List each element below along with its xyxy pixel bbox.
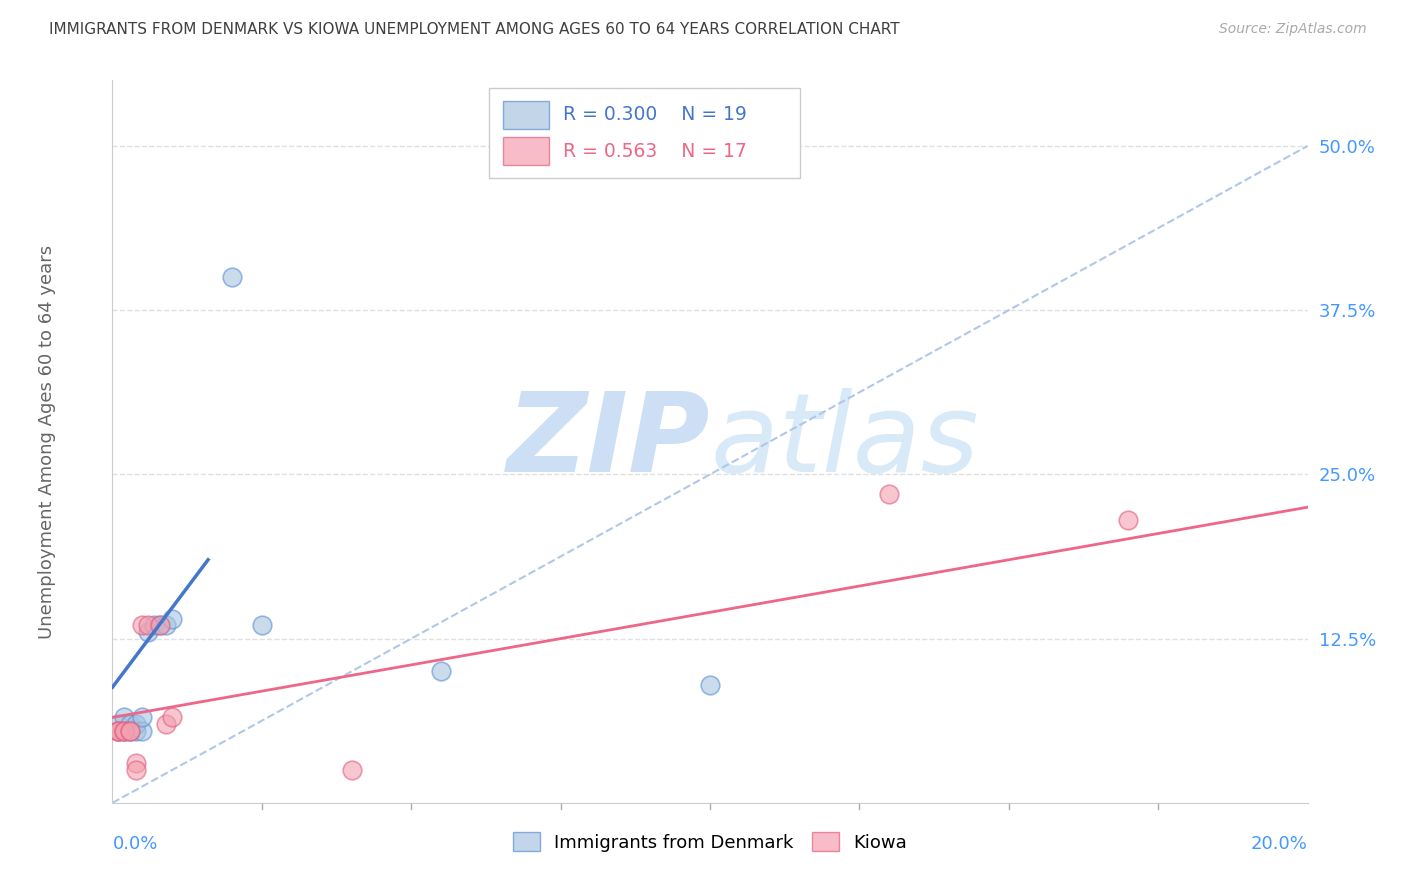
Point xyxy=(149,618,172,632)
Point xyxy=(131,723,153,738)
Text: R = 0.563    N = 17: R = 0.563 N = 17 xyxy=(562,142,747,161)
FancyBboxPatch shape xyxy=(489,87,800,178)
Point xyxy=(155,717,177,731)
Point xyxy=(107,717,129,731)
Text: R = 0.300    N = 19: R = 0.300 N = 19 xyxy=(562,105,747,125)
Point xyxy=(340,763,363,777)
Point xyxy=(1118,513,1140,527)
Bar xyxy=(503,101,548,128)
Point xyxy=(131,710,153,724)
Point xyxy=(250,618,273,632)
Point xyxy=(138,625,160,640)
Point xyxy=(162,710,183,724)
Legend: Immigrants from Denmark, Kiowa: Immigrants from Denmark, Kiowa xyxy=(506,825,914,859)
Point xyxy=(125,723,148,738)
Point xyxy=(120,717,142,731)
Text: Unemployment Among Ages 60 to 64 years: Unemployment Among Ages 60 to 64 years xyxy=(38,244,56,639)
Text: IMMIGRANTS FROM DENMARK VS KIOWA UNEMPLOYMENT AMONG AGES 60 TO 64 YEARS CORRELAT: IMMIGRANTS FROM DENMARK VS KIOWA UNEMPLO… xyxy=(49,22,900,37)
Point xyxy=(149,618,172,632)
Bar xyxy=(503,137,548,165)
Text: Source: ZipAtlas.com: Source: ZipAtlas.com xyxy=(1219,22,1367,37)
Text: 20.0%: 20.0% xyxy=(1251,835,1308,854)
Point xyxy=(120,723,142,738)
Point xyxy=(125,756,148,771)
Point xyxy=(114,723,135,738)
Point xyxy=(120,723,142,738)
Point xyxy=(114,710,135,724)
Text: atlas: atlas xyxy=(710,388,979,495)
Point xyxy=(131,618,153,632)
Point xyxy=(879,487,901,501)
Point xyxy=(155,618,177,632)
Point xyxy=(221,270,243,285)
Point xyxy=(125,763,148,777)
Point xyxy=(430,665,453,679)
Point xyxy=(107,723,129,738)
Point xyxy=(114,723,135,738)
Point xyxy=(162,612,183,626)
Point xyxy=(107,723,129,738)
Point xyxy=(114,723,135,738)
Point xyxy=(107,723,129,738)
Text: 0.0%: 0.0% xyxy=(112,835,157,854)
Text: ZIP: ZIP xyxy=(506,388,710,495)
Point xyxy=(125,717,148,731)
Point xyxy=(699,677,721,691)
Point xyxy=(138,618,160,632)
Point xyxy=(120,723,142,738)
Point xyxy=(107,723,129,738)
Point xyxy=(143,618,166,632)
